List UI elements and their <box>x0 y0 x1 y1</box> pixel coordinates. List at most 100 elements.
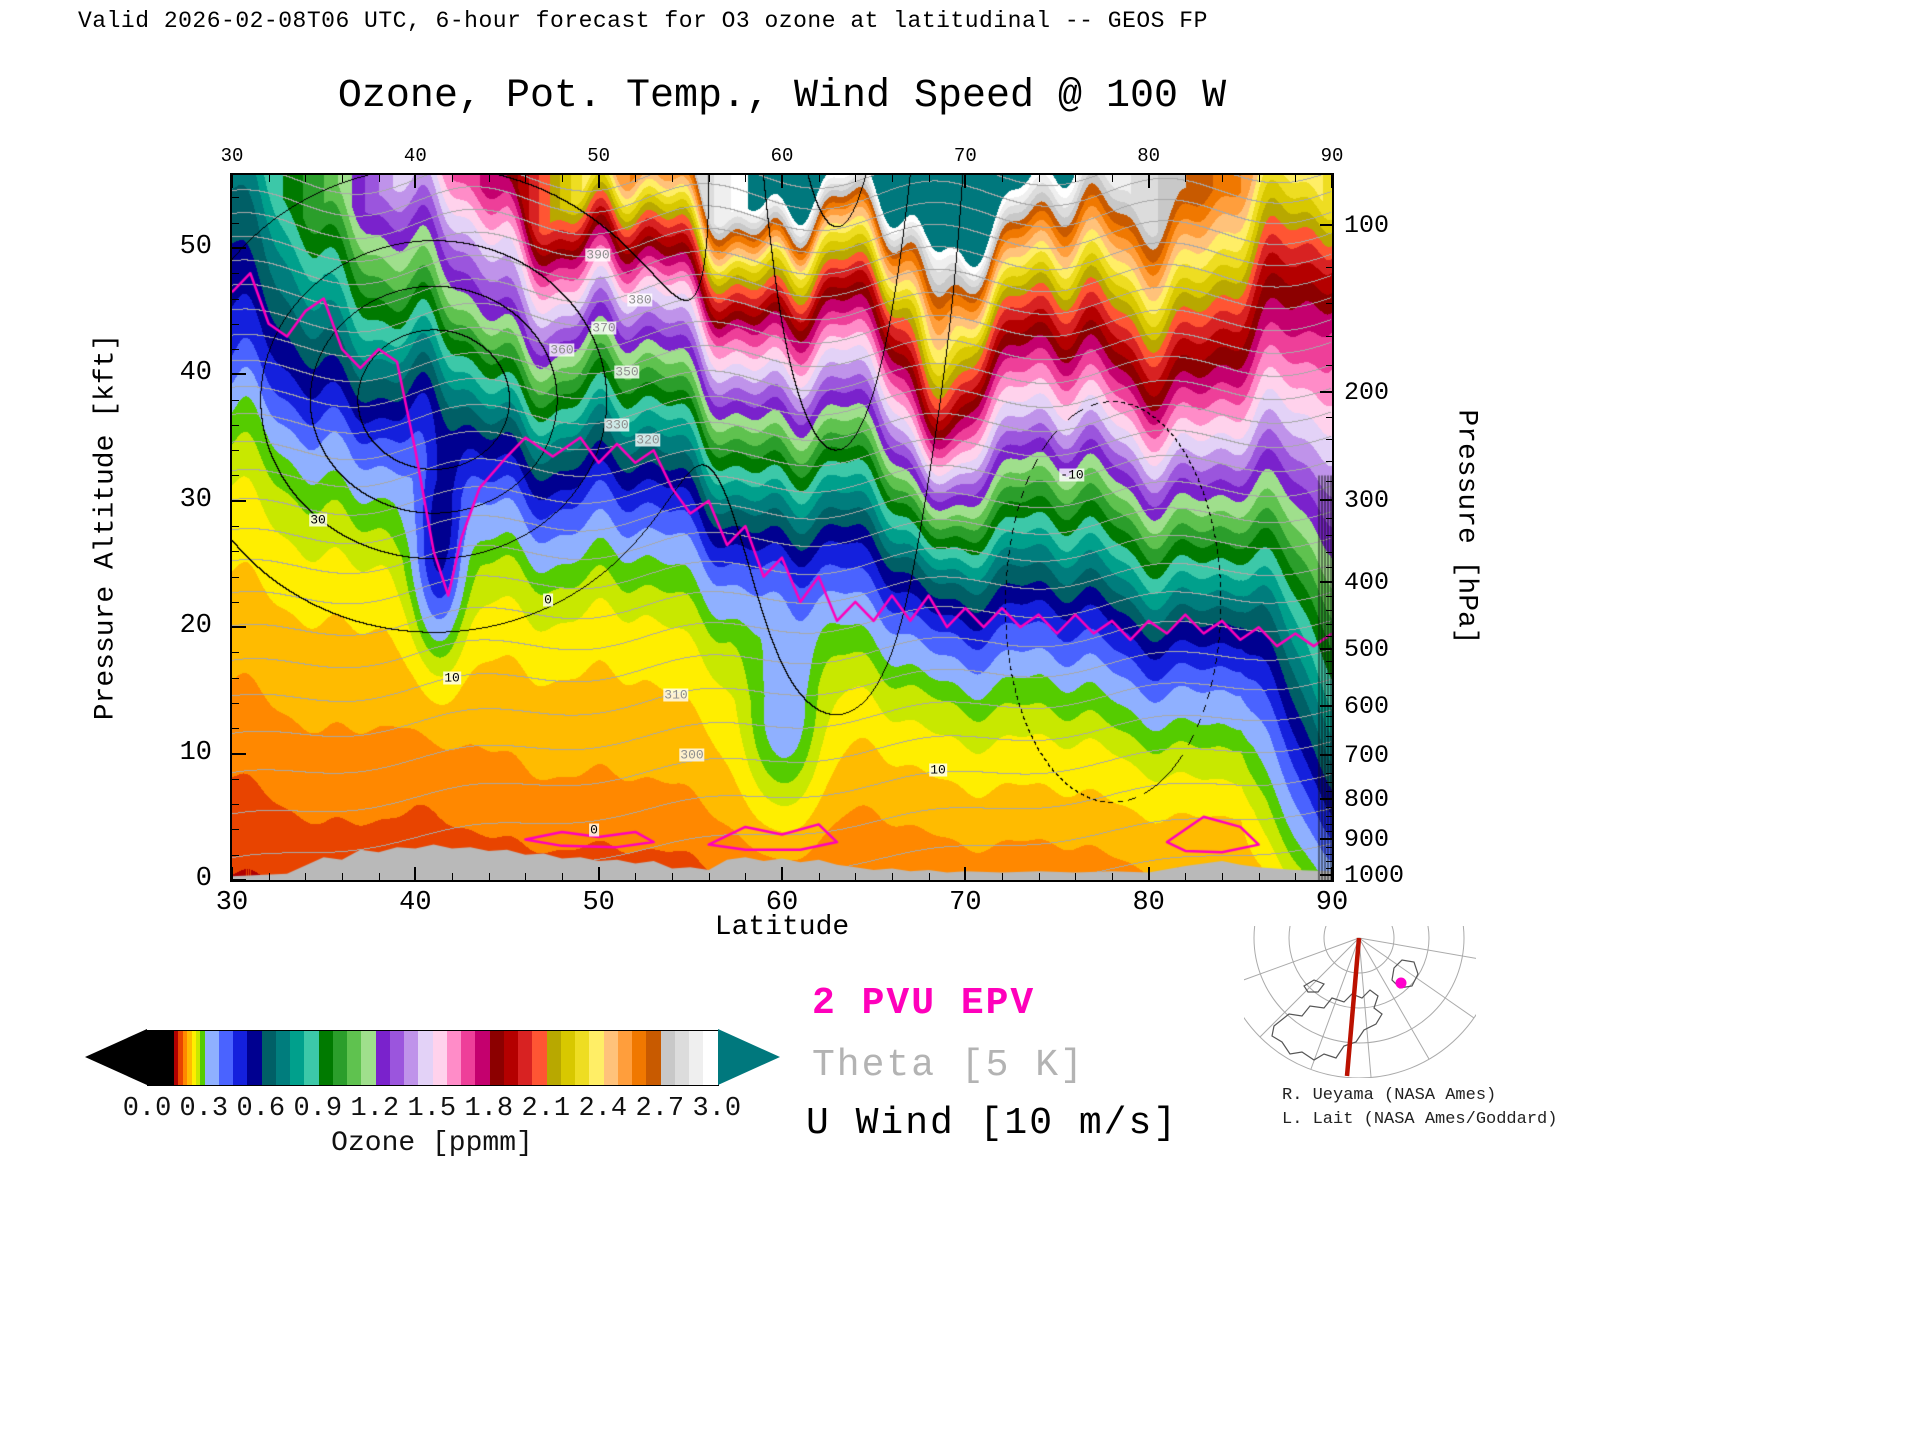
y-right-minor-tick <box>1326 623 1332 625</box>
colorbar-strip <box>195 1031 201 1085</box>
x-minor-tick <box>928 175 930 182</box>
x-minor-tick <box>305 873 307 880</box>
y-left-minor-tick <box>232 854 239 856</box>
y-right-axis-title: Pressure [hPa] <box>1450 409 1482 645</box>
theta-contour-label: 350 <box>614 364 640 380</box>
y-right-minor-tick <box>1326 726 1332 728</box>
colorbar-tick-label: 0.3 <box>179 1094 229 1124</box>
colorbar-strip <box>200 1031 205 1085</box>
x-top-tick-label: 60 <box>770 145 794 167</box>
x-major-tick <box>597 867 600 880</box>
y-right-major-tick <box>1320 838 1332 841</box>
x-minor-tick <box>745 175 747 182</box>
credit-line-2: L. Lait (NASA Ames/Goddard) <box>1282 1110 1558 1129</box>
y-right-minor-tick <box>1326 535 1332 537</box>
y-right-minor-tick <box>1326 764 1332 766</box>
y-right-minor-tick <box>1326 736 1332 738</box>
colorbar-strip <box>261 1031 276 1085</box>
colorbar-strip <box>660 1031 675 1085</box>
colorbar-strip <box>703 1031 718 1085</box>
wind-contour-label: 0 <box>543 592 553 608</box>
x-minor-tick <box>268 175 270 182</box>
x-minor-tick <box>452 873 453 880</box>
colorbar-strip <box>518 1031 533 1085</box>
colorbar-strip <box>247 1031 262 1085</box>
x-minor-tick <box>342 175 343 182</box>
theta-contour-label: 380 <box>627 292 653 308</box>
colorbar-strip <box>589 1031 604 1085</box>
x-minor-tick <box>672 175 673 182</box>
y-left-major-tick <box>232 879 246 881</box>
x-major-tick <box>1331 867 1333 880</box>
colorbar-strip <box>178 1031 183 1085</box>
x-minor-tick <box>342 873 343 880</box>
y-right-major-tick <box>1320 874 1332 877</box>
x-minor-tick <box>1038 175 1040 182</box>
y-right-minor-tick <box>1326 460 1332 462</box>
colorbar-strip <box>361 1031 376 1085</box>
colorbar-tick-label: 0.9 <box>293 1094 343 1124</box>
y-right-major-tick <box>1320 581 1332 584</box>
x-minor-tick <box>892 175 893 182</box>
colorbar-strip <box>233 1031 248 1085</box>
y-left-minor-tick <box>232 349 239 351</box>
x-minor-tick <box>525 873 527 880</box>
y-left-minor-tick <box>232 652 239 654</box>
x-minor-tick <box>1002 175 1003 182</box>
colorbar-over-arrow <box>718 1029 780 1085</box>
y-left-minor-tick <box>232 323 239 325</box>
x-tick-label: 90 <box>1315 888 1349 918</box>
y-right-tick-label: 100 <box>1344 211 1390 241</box>
y-right-minor-tick <box>1326 846 1332 848</box>
wind-contour-label: 10 <box>443 670 461 686</box>
x-minor-tick <box>305 175 307 182</box>
y-right-tick-label: 400 <box>1344 568 1390 598</box>
colorbar-strip <box>275 1031 291 1085</box>
colorbar <box>147 1030 719 1086</box>
y-right-tick-label: 700 <box>1344 741 1390 771</box>
theta-contour-label: 330 <box>604 417 630 433</box>
y-right-minor-tick <box>1326 551 1332 553</box>
x-major-tick <box>1331 175 1333 188</box>
x-minor-tick <box>1258 175 1260 182</box>
colorbar-strip <box>418 1031 433 1085</box>
y-right-minor-tick <box>1326 823 1332 825</box>
colorbar-strip <box>332 1031 348 1085</box>
y-right-minor-tick <box>1326 303 1332 305</box>
colorbar-tick-label: 1.2 <box>350 1094 400 1124</box>
y-right-tick-label: 600 <box>1344 691 1390 721</box>
colorbar-strip <box>191 1031 196 1085</box>
y-left-minor-tick <box>232 197 239 199</box>
theta-contour-label: 310 <box>663 687 689 703</box>
colorbar-strip <box>646 1031 661 1085</box>
x-axis-title: Latitude <box>714 912 850 943</box>
legend-pv-epv: 2 PVU EPV <box>812 982 1036 1025</box>
colorbar-strip <box>318 1031 333 1085</box>
y-right-minor-tick <box>1326 335 1332 337</box>
x-major-tick <box>1147 867 1150 880</box>
colorbar-strip <box>404 1031 419 1085</box>
y-right-minor-tick <box>1326 861 1332 863</box>
y-right-minor-tick <box>1326 596 1332 598</box>
x-tick-label: 60 <box>765 888 799 918</box>
y-left-minor-tick <box>232 298 239 300</box>
y-right-minor-tick <box>1326 716 1332 718</box>
y-right-minor-tick <box>1326 266 1332 268</box>
y-right-tick-label: 1000 <box>1344 861 1405 891</box>
legend-u-wind: U Wind [10 m/s] <box>806 1102 1179 1145</box>
y-right-minor-tick <box>1326 660 1332 662</box>
colorbar-strip <box>187 1031 192 1085</box>
x-minor-tick <box>562 873 563 880</box>
legend-theta: Theta [5 K] <box>812 1044 1085 1087</box>
x-minor-tick <box>1002 873 1003 880</box>
ozone-contour-canvas <box>232 175 1332 880</box>
colorbar-strip <box>632 1031 647 1085</box>
y-right-tick-label: 500 <box>1344 634 1390 664</box>
x-major-tick <box>1147 175 1150 188</box>
x-minor-tick <box>488 175 490 182</box>
colorbar-tick-label: 3.0 <box>692 1094 742 1124</box>
y-right-minor-tick <box>1326 610 1332 612</box>
location-inset-map <box>1244 926 1476 1078</box>
plot-title: Ozone, Pot. Temp., Wind Speed @ 100 W <box>337 74 1227 119</box>
y-right-minor-tick <box>1326 745 1332 747</box>
